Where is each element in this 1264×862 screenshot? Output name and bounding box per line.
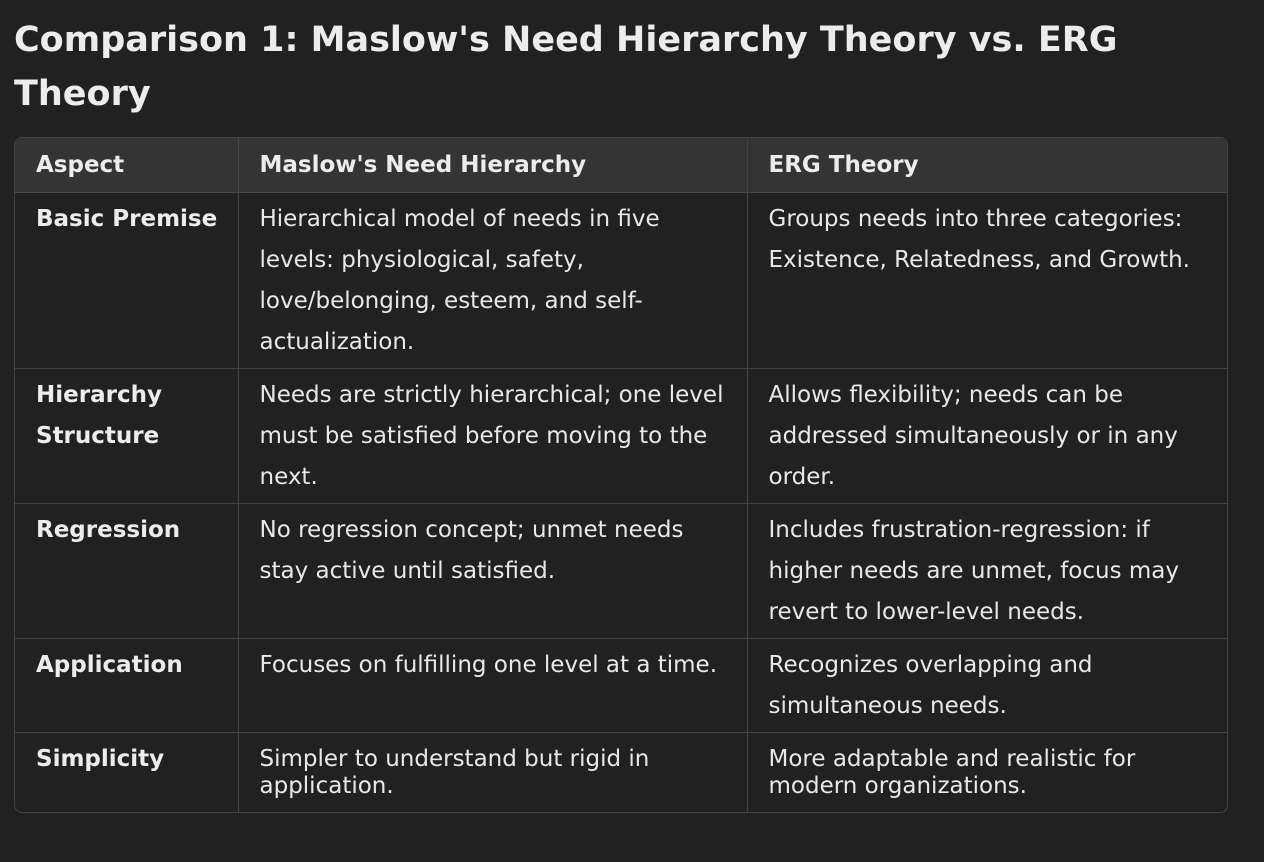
header-aspect: Aspect [15,138,239,193]
comparison-table: Aspect Maslow's Need Hierarchy ERG Theor… [15,138,1227,812]
comparison-table-container: Aspect Maslow's Need Hierarchy ERG Theor… [14,137,1228,813]
erg-text: Recognizes overlapping and simultaneous … [768,652,1093,719]
aspect-text: Hierarchy Structure [36,382,162,449]
row-aspect-cell: Application [15,638,239,733]
table-row: Simplicity Simpler to understand but rig… [15,732,1227,813]
row-aspect-cell: Regression [15,503,239,639]
maslow-text: Simpler to understand but rigid in appli… [259,746,650,799]
row-erg-cell: More adaptable and realistic for modern … [747,733,1227,813]
erg-text: Includes frustration-regression: if high… [768,517,1180,625]
row-maslow-cell: Focuses on fulfilling one level at a tim… [238,638,748,733]
page-content: Comparison 1: Maslow's Need Hierarchy Th… [14,20,1228,813]
row-maslow-cell: Simpler to understand but rigid in appli… [238,732,748,812]
row-aspect-cell: Basic Premise [15,192,239,369]
header-erg: ERG Theory [747,138,1227,193]
table-row: Hierarchy Structure Needs are strictly h… [15,368,1227,504]
erg-text: More adaptable and realistic for modern … [768,746,1136,799]
table-header: Aspect Maslow's Need Hierarchy ERG Theor… [15,138,1227,193]
aspect-text: Basic Premise [36,206,218,232]
row-erg-cell: Recognizes overlapping and simultaneous … [747,638,1227,733]
header-maslow: Maslow's Need Hierarchy [238,138,748,193]
erg-text: Groups needs into three categories: Exis… [768,206,1191,273]
aspect-text: Simplicity [36,746,165,772]
aspect-text: Application [36,652,183,678]
row-maslow-cell: Needs are strictly hierarchical; one lev… [238,368,748,504]
table-body: Basic Premise Hierarchical model of need… [15,192,1227,813]
row-aspect-cell: Simplicity [15,732,239,812]
maslow-text: Focuses on fulfilling one level at a tim… [259,652,718,678]
maslow-text: No regression concept; unmet needs stay … [259,517,684,584]
maslow-text: Needs are strictly hierarchical; one lev… [259,382,724,490]
aspect-text: Regression [36,517,181,543]
page-title: Comparison 1: Maslow's Need Hierarchy Th… [14,20,1118,114]
table-row: Application Focuses on fulfilling one le… [15,638,1227,733]
row-aspect-cell: Hierarchy Structure [15,368,239,504]
table-header-row: Aspect Maslow's Need Hierarchy ERG Theor… [15,138,1227,193]
row-erg-cell: Includes frustration-regression: if high… [747,503,1227,639]
table-row: Regression No regression concept; unmet … [15,503,1227,639]
row-maslow-cell: Hierarchical model of needs in five leve… [238,192,748,369]
row-maslow-cell: No regression concept; unmet needs stay … [238,503,748,639]
row-erg-cell: Allows flexibility; needs can be address… [747,368,1227,504]
maslow-text: Hierarchical model of needs in five leve… [259,206,660,355]
erg-text: Allows flexibility; needs can be address… [768,382,1178,490]
table-row: Basic Premise Hierarchical model of need… [15,192,1227,369]
row-erg-cell: Groups needs into three categories: Exis… [747,192,1227,369]
